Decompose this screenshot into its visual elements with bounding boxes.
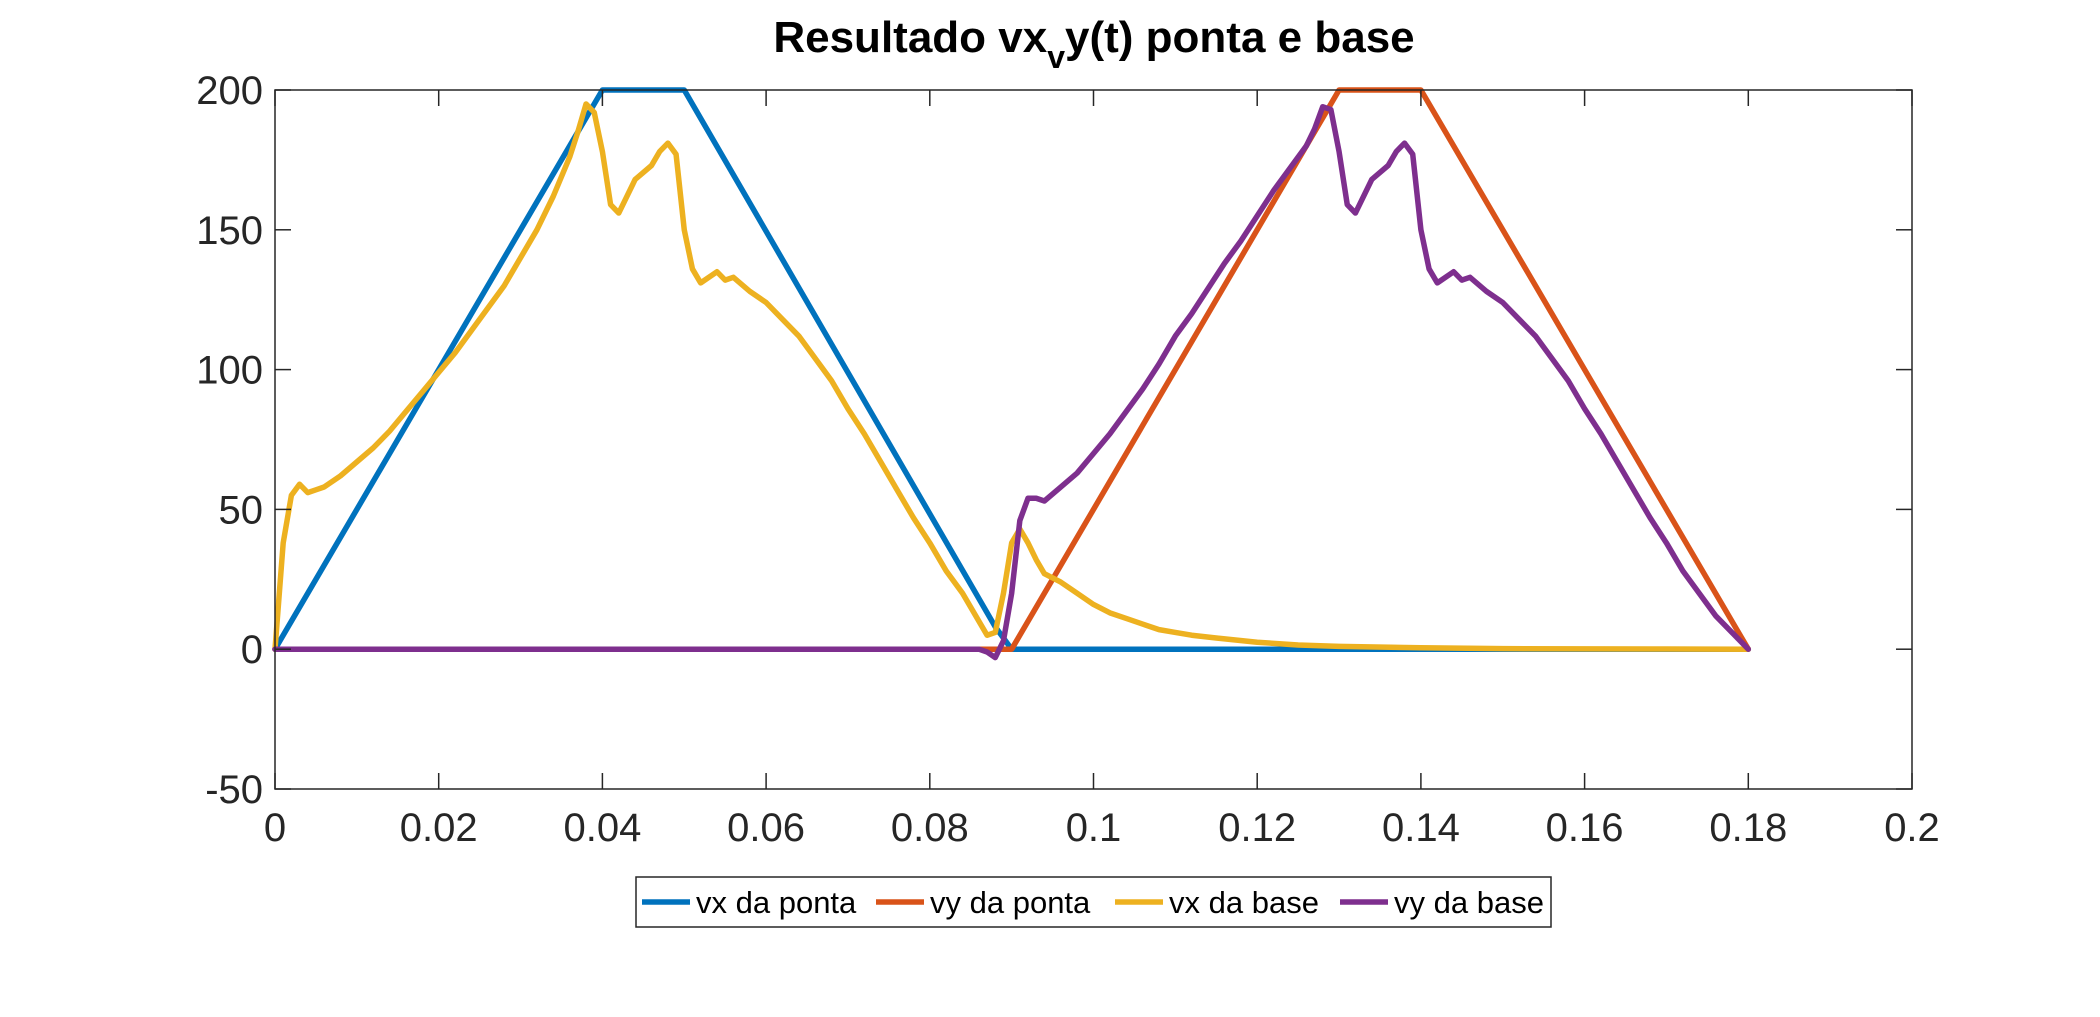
legend-label: vy da ponta <box>930 885 1091 920</box>
y-tick-label: 0 <box>241 628 263 672</box>
x-tick-label: 0.14 <box>1382 806 1460 850</box>
x-tick-label: 0.18 <box>1709 806 1787 850</box>
series-group <box>272 87 1752 661</box>
chart-title-suffix: y(t) ponta e base <box>1065 13 1415 62</box>
plot-area <box>275 90 1912 789</box>
legend-label: vy da base <box>1394 885 1544 920</box>
y-tick-label: 200 <box>196 69 263 113</box>
chart-title-prefix: Resultado vx <box>773 13 1047 62</box>
x-tick-label: 0.1 <box>1066 806 1122 850</box>
x-tick-label: 0.02 <box>400 806 478 850</box>
y-tick-label: 50 <box>219 488 264 532</box>
series-line-vx-da-base <box>272 101 1752 652</box>
legend-label: vx da base <box>1169 885 1319 920</box>
series-line-vy-da-base <box>272 104 1752 661</box>
y-tick-label: -50 <box>205 768 263 812</box>
chart-title-subscript: v <box>1047 39 1065 75</box>
x-tick-label: 0.12 <box>1218 806 1296 850</box>
legend-label: vx da ponta <box>696 885 857 920</box>
legend-box <box>635 876 1552 928</box>
x-axis: 0 0.02 0.04 0.06 0.08 0.1 0.12 0.14 0.16 0.18 0.2 <box>264 90 1940 850</box>
y-axis: -50 0 50 100 150 200 <box>196 69 1912 812</box>
y-tick-label: 150 <box>196 209 263 253</box>
x-tick-label: 0.16 <box>1546 806 1624 850</box>
x-tick-label: 0.06 <box>727 806 805 850</box>
legend: vx da ponta vy da ponta vx da base vy da ba… <box>635 876 1552 928</box>
x-tick-label: 0.08 <box>891 806 969 850</box>
chart-title: Resultado vxvy(t) ponta e base <box>773 13 1414 75</box>
y-tick-label: 100 <box>196 349 263 393</box>
x-tick-label: 0 <box>264 806 286 850</box>
x-tick-label: 0.2 <box>1884 806 1940 850</box>
x-tick-label: 0.04 <box>563 806 641 850</box>
series-line-vx-da-ponta <box>272 87 1752 652</box>
